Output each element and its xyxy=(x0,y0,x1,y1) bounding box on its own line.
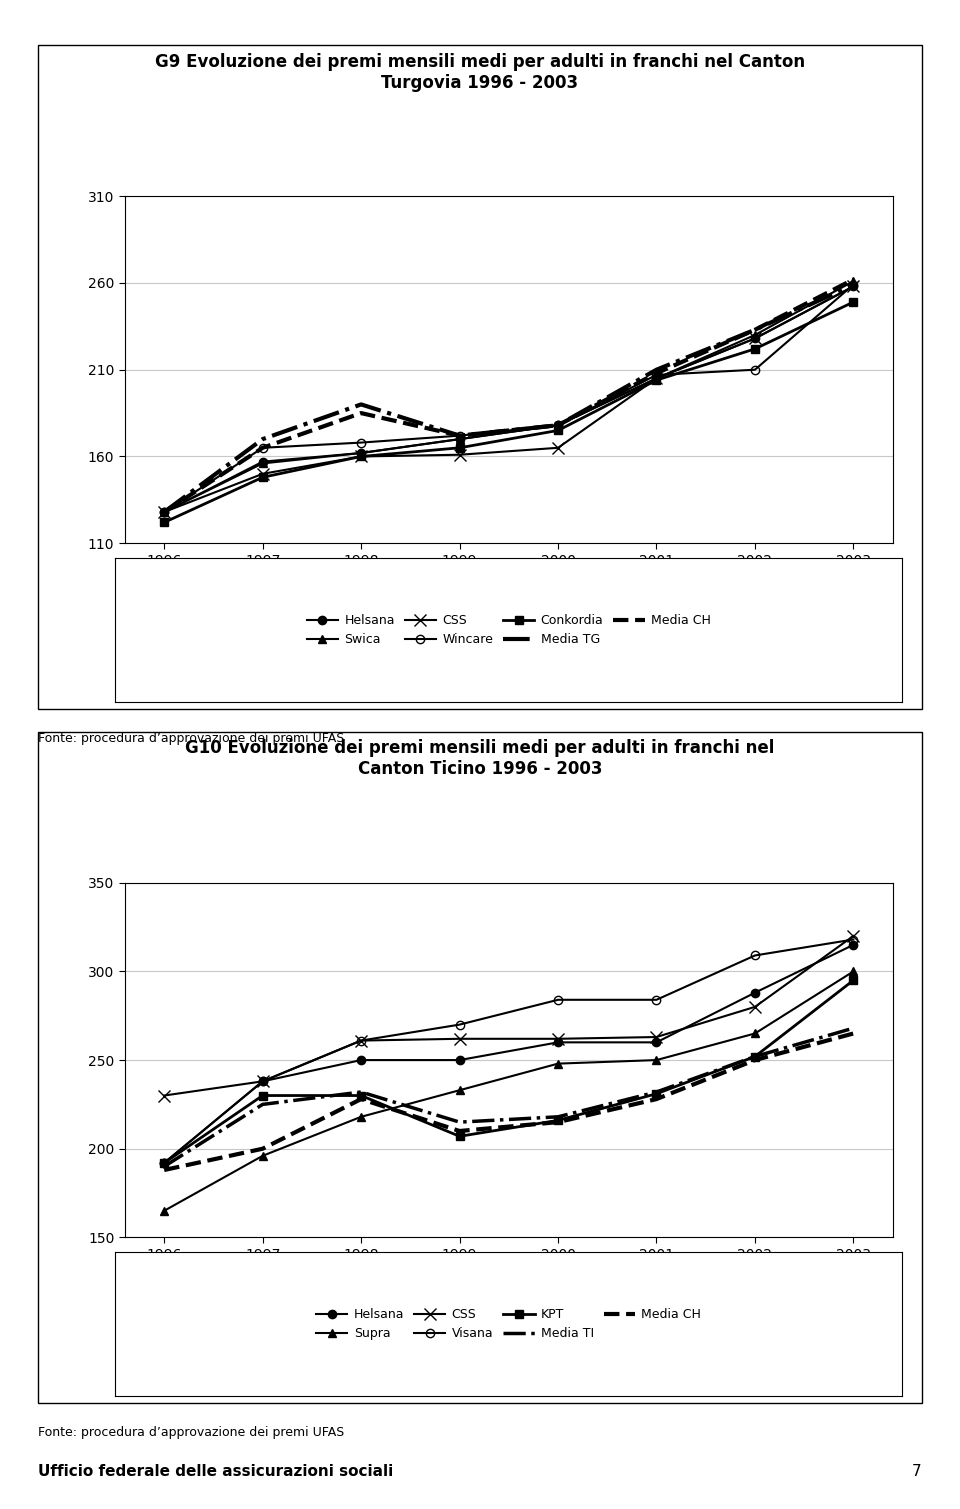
Legend: Helsana, Swica, CSS, Wincare, Conkordia, Media TG, Media CH: Helsana, Swica, CSS, Wincare, Conkordia,… xyxy=(300,608,717,652)
Text: Fonte: procedura d’approvazione dei premi UFAS: Fonte: procedura d’approvazione dei prem… xyxy=(38,732,345,745)
Text: Fonte: procedura d’approvazione dei premi UFAS: Fonte: procedura d’approvazione dei prem… xyxy=(38,1426,345,1440)
Text: 7: 7 xyxy=(912,1464,922,1479)
Legend: Helsana, Supra, CSS, Visana, KPT, Media TI, Media CH: Helsana, Supra, CSS, Visana, KPT, Media … xyxy=(310,1302,708,1346)
Text: G9 Evoluzione dei premi mensili medi per adulti in franchi nel Canton
Turgovia 1: G9 Evoluzione dei premi mensili medi per… xyxy=(155,53,805,92)
Text: G10 Evoluzione dei premi mensili medi per adulti in franchi nel
Canton Ticino 19: G10 Evoluzione dei premi mensili medi pe… xyxy=(185,739,775,779)
Text: Ufficio federale delle assicurazioni sociali: Ufficio federale delle assicurazioni soc… xyxy=(38,1464,394,1479)
